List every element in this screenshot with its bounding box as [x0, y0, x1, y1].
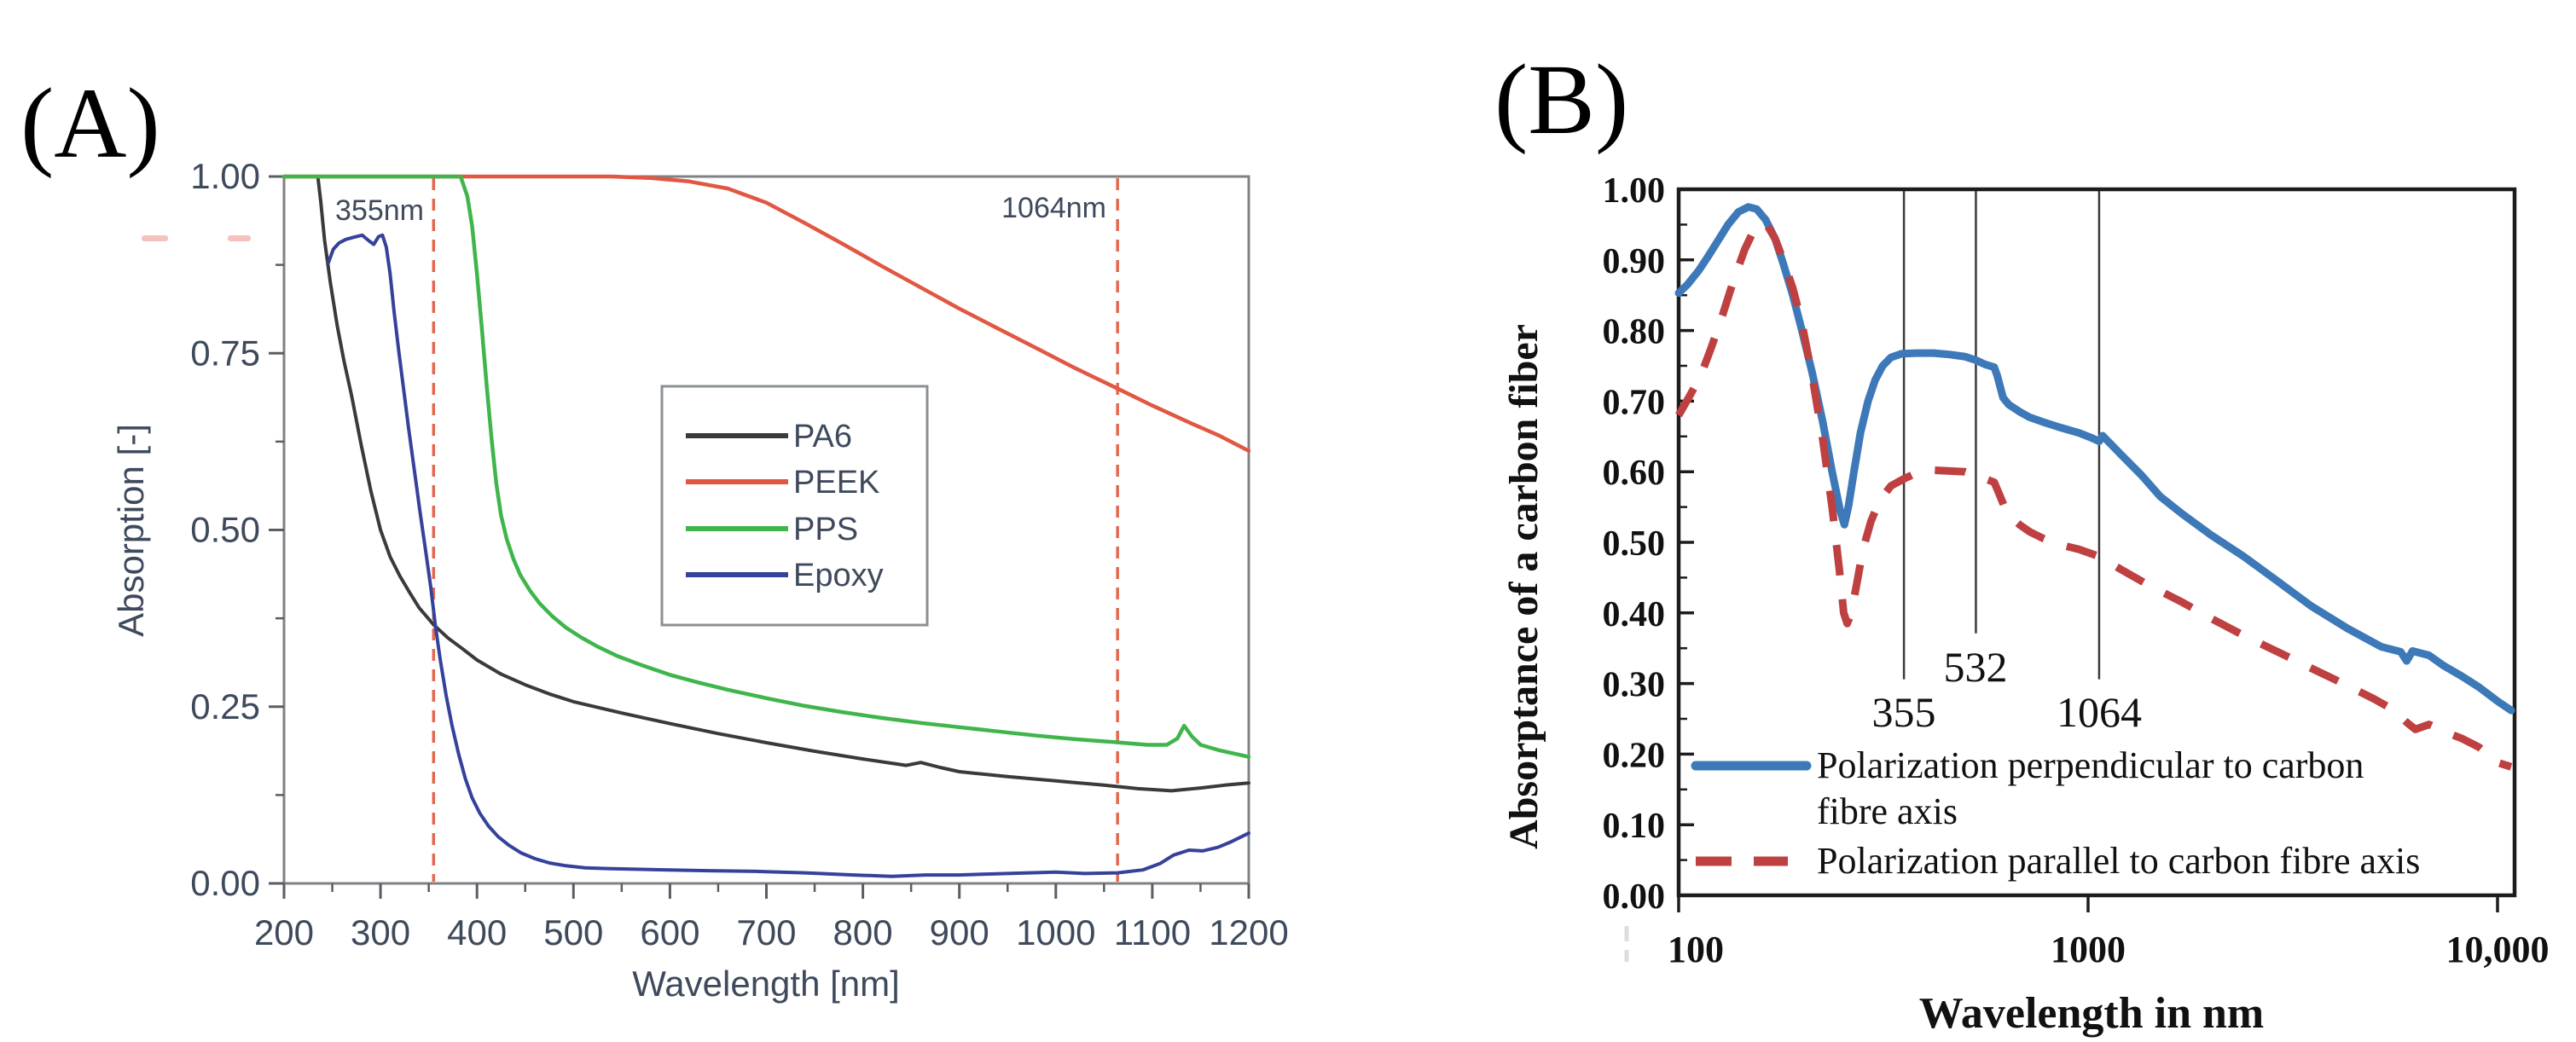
y-tick-label-a: 0.00	[190, 863, 260, 903]
y-tick-label-b: 0.50	[1603, 524, 1666, 564]
x-tick-label-a: 600	[640, 912, 699, 952]
series-peek-a	[281, 174, 1251, 453]
legend-label-pa6: PA6	[793, 419, 852, 454]
legend-a: PA6 PEEK PPS Epoxy	[660, 385, 929, 627]
y-tick-label-b: 0.70	[1603, 383, 1666, 422]
x-tick-label-b: 10,000	[2446, 929, 2550, 970]
x-axis-title-a: Wavelength [nm]	[632, 964, 900, 1004]
y-tick-label-a: 1.00	[190, 156, 260, 196]
artifact-pink-dash-1	[228, 235, 251, 241]
y-tick-label-b: 0.30	[1603, 666, 1666, 705]
y-tick-label-b: 0.40	[1603, 595, 1666, 634]
y-tick-label-b: 0.60	[1603, 454, 1666, 493]
y-tick-label-a: 0.25	[190, 686, 260, 727]
y-tick-label-b: 1.00	[1603, 171, 1666, 211]
marker-label-1064-a: 1064nm	[1001, 192, 1106, 224]
x-tick-label-a: 300	[351, 912, 410, 952]
marker-label-355-b: 355	[1872, 688, 1936, 736]
series-perpendicular-b	[1674, 203, 2515, 715]
y-axis-title-b: Absorptance of a carbon fiber	[1501, 324, 1546, 849]
y-tick-label-a: 0.50	[190, 510, 260, 550]
legend-label-pps: PPS	[793, 512, 858, 547]
y-tick-label-a: 0.75	[190, 333, 260, 373]
series-pa6-a	[282, 175, 1250, 793]
series-parallel-b	[1675, 219, 2513, 771]
y-tick-label-b: 0.10	[1603, 807, 1666, 846]
y-tick-label-b: 0.90	[1603, 242, 1666, 281]
marker-label-532-b: 532	[1944, 643, 2008, 691]
chart-b: 0.00 0.10 0.20 0.30 0.40 0.50 0.60 0.70 0.80 0.90…	[1501, 171, 2550, 1038]
x-tick-label-a: 800	[833, 912, 893, 952]
series-pps-a	[281, 174, 1251, 759]
y-tick-label-b: 0.00	[1603, 877, 1666, 917]
artifact-pink-dash-0	[142, 235, 168, 241]
x-tick-label-a: 500	[543, 912, 603, 952]
plot-frame-b	[1676, 187, 2517, 898]
panel-b-label: (B)	[1494, 43, 1629, 155]
x-tick-label-b: 100	[1668, 929, 1724, 970]
marker-label-355-a: 355nm	[335, 194, 424, 227]
x-tick-label-a: 1000	[1016, 912, 1095, 952]
legend-label-peek: PEEK	[793, 465, 879, 501]
marker-label-1064-b: 1064	[2057, 688, 2142, 736]
x-tick-label-a: 400	[447, 912, 507, 952]
legend-label-parallel-line1: Polarization parallel to carbon fibre ax…	[1817, 840, 2420, 882]
y-axis-title-a: Absorption [-]	[111, 424, 151, 637]
x-tick-label-a: 700	[736, 912, 796, 952]
x-tick-label-b: 1000	[2051, 929, 2126, 970]
legend-b: Polarization perpendicular to carbonfibr…	[1691, 744, 2420, 882]
series-epoxy-a	[327, 233, 1250, 878]
x-axis-title-b: Wavelength in nm	[1919, 989, 2265, 1038]
legend-label-epoxy: Epoxy	[793, 558, 884, 593]
x-tick-label-a: 200	[254, 912, 314, 952]
y-tick-label-b: 0.20	[1603, 736, 1666, 775]
chart-a: 0.00 0.25 0.50 0.75 1.00 200 300 400 500 600 700 80…	[111, 156, 1289, 1004]
panel-a-label: (A)	[20, 67, 160, 179]
y-tick-label-b: 0.80	[1603, 313, 1666, 352]
legend-label-perpendicular-line1: Polarization perpendicular to carbon	[1817, 744, 2364, 786]
x-tick-label-a: 900	[930, 912, 989, 952]
legend-label-perpendicular-line2: fibre axis	[1817, 790, 1958, 832]
legend-box-a	[660, 385, 929, 627]
x-tick-label-a: 1100	[1114, 912, 1191, 952]
x-tick-label-a: 1200	[1209, 912, 1288, 952]
